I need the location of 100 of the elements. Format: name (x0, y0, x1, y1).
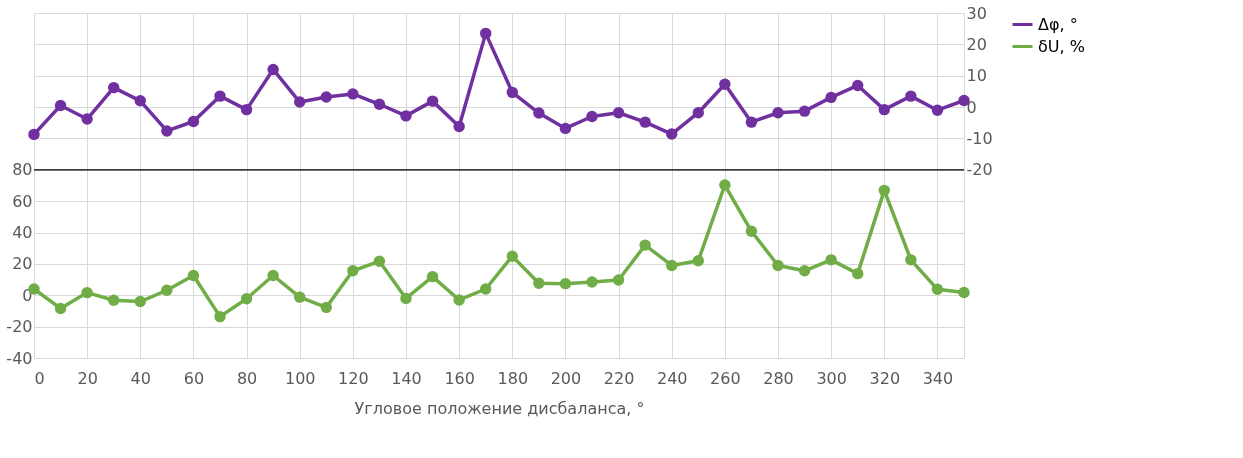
point (639, 116, 651, 128)
point (294, 96, 306, 108)
point (426, 270, 439, 283)
x-tick-label: 100 (284, 368, 316, 388)
legend-label: δU, % (1038, 36, 1085, 56)
point (878, 103, 890, 116)
point (559, 122, 572, 135)
y-tick-label: 80 (12, 160, 33, 180)
y2-tick-label: 30 (966, 3, 987, 23)
point (533, 107, 545, 119)
point (506, 86, 518, 99)
point (745, 116, 758, 128)
point (373, 255, 386, 267)
point (533, 277, 545, 289)
x-tick-label: 320 (869, 368, 901, 388)
point (214, 90, 226, 102)
x-tick-label: 60 (183, 368, 205, 388)
point (825, 254, 837, 266)
point (320, 91, 332, 103)
point (81, 113, 93, 125)
point (692, 255, 704, 267)
x-tick-label: 140 (391, 368, 422, 388)
point (240, 103, 253, 116)
point (267, 269, 279, 282)
point (480, 27, 492, 40)
point (506, 250, 518, 262)
point (931, 104, 944, 116)
point (54, 99, 67, 112)
point (400, 292, 412, 305)
point (214, 310, 226, 323)
point (639, 239, 651, 251)
point (187, 115, 200, 128)
y-tick-label: 40 (12, 223, 33, 243)
x-tick-label: 120 (338, 368, 369, 388)
x-tick-label: 240 (656, 368, 688, 388)
point (134, 295, 146, 308)
point (692, 107, 704, 119)
y2-tick-label: -20 (966, 160, 993, 180)
point (400, 110, 412, 122)
point (267, 63, 279, 76)
x-axis-title: Угловое положение дисбаланса, ° (354, 398, 645, 418)
point (612, 107, 625, 119)
y-tick-label: -20 (6, 317, 33, 337)
x-tick-label: 200 (550, 368, 582, 388)
point (453, 294, 465, 306)
point (612, 274, 625, 286)
point (347, 265, 359, 277)
point (905, 254, 917, 266)
point (719, 78, 731, 90)
point (772, 259, 784, 272)
x-tick-label: 160 (444, 368, 475, 388)
point (426, 95, 439, 107)
point (453, 120, 465, 133)
y-tick-label: 20 (12, 254, 33, 274)
y-tick-label: -40 (6, 348, 33, 368)
point (958, 286, 970, 299)
point (187, 269, 200, 282)
point (666, 128, 678, 140)
x-tick-label: 280 (763, 368, 794, 388)
point (905, 90, 917, 102)
point (373, 98, 386, 110)
legend-label: Δφ, ° (1038, 14, 1078, 34)
point (719, 179, 731, 191)
point (294, 291, 306, 303)
point (852, 267, 864, 280)
point (666, 259, 678, 272)
point (825, 91, 837, 104)
point (931, 283, 944, 295)
y2-tick-label: 10 (966, 66, 987, 86)
point (108, 81, 120, 94)
x-tick-label: 80 (236, 368, 258, 388)
x-tick-label: 300 (816, 368, 847, 388)
x-tick-label: 260 (710, 368, 741, 388)
x-tick-label: 40 (130, 368, 151, 388)
point (852, 79, 864, 92)
point (347, 88, 359, 100)
point (81, 286, 93, 299)
point (320, 301, 332, 314)
x-tick-label: 220 (603, 368, 635, 388)
point (54, 302, 67, 315)
point (240, 293, 253, 305)
y2-tick-label: 20 (966, 34, 987, 54)
point (28, 128, 40, 141)
y2-tick-label: -10 (966, 128, 993, 148)
x-tick-label: 180 (497, 368, 529, 388)
point (108, 294, 120, 306)
point (798, 105, 811, 117)
point (134, 95, 146, 107)
point (559, 277, 572, 290)
point (798, 265, 811, 277)
y2-tick-label: 0 (966, 97, 977, 117)
x-tick-label: 20 (77, 368, 98, 388)
point (480, 283, 492, 295)
point (161, 125, 173, 137)
point (745, 225, 758, 237)
point (586, 110, 598, 123)
x-tick-label: 340 (922, 368, 954, 388)
point (586, 276, 598, 288)
point (161, 284, 173, 296)
y-tick-label: 60 (12, 191, 33, 211)
